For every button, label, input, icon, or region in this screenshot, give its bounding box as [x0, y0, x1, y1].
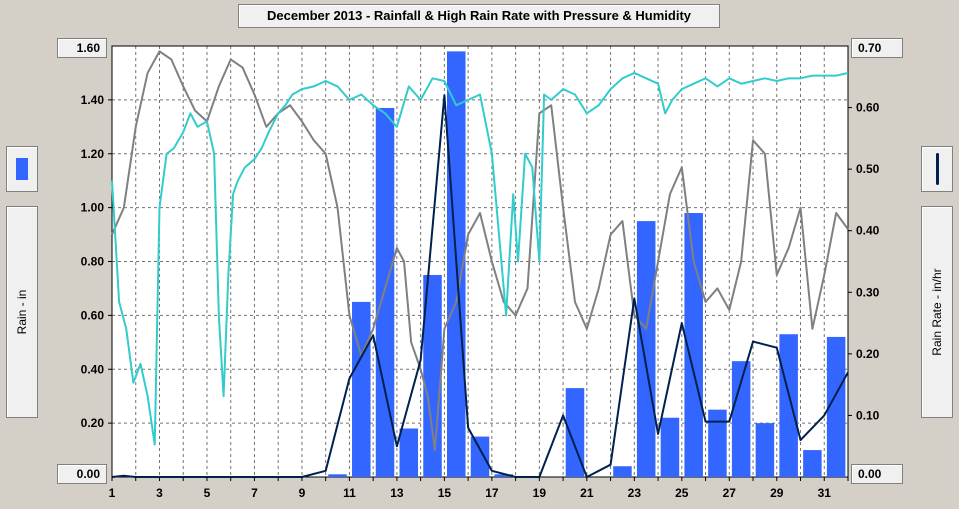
rain-bar — [803, 450, 822, 477]
rain-bar — [731, 361, 751, 477]
x-tick-label: 17 — [485, 486, 499, 500]
x-tick-label: 25 — [675, 486, 689, 500]
rain-bar — [755, 423, 775, 477]
pressure-line — [111, 50, 849, 452]
rain-rate-line — [111, 94, 849, 478]
x-tick-label: 27 — [723, 486, 737, 500]
x-tick-label: 13 — [390, 486, 404, 500]
y-tick-label: 0.80 — [81, 255, 105, 269]
x-tick-label: 19 — [533, 486, 547, 500]
x-tick-label: 3 — [156, 486, 163, 500]
rain-bar — [375, 107, 395, 478]
x-tick-label: 29 — [770, 486, 784, 500]
x-tick-label: 31 — [818, 486, 832, 500]
x-tick-label: 11 — [343, 486, 356, 500]
rain-bar — [708, 409, 727, 477]
series-lines — [111, 50, 849, 478]
x-tick-label: 9 — [299, 486, 306, 500]
rain-bar — [779, 334, 798, 477]
y2-tick-label: 0.40 — [856, 224, 880, 238]
x-tick-label: 15 — [438, 486, 452, 500]
rain-bar — [352, 301, 371, 477]
y-axis-label-box: Rain - in — [6, 206, 38, 418]
chart-title: December 2013 - Rainfall & High Rain Rat… — [238, 4, 720, 28]
x-tick-label: 23 — [628, 486, 642, 500]
y-tick-label: 0.40 — [81, 362, 105, 376]
y2-tick-label: 0.10 — [856, 408, 880, 422]
y2-tick-label: 0.60 — [856, 101, 880, 115]
rain-bar — [470, 436, 490, 477]
y2-tick-label: 0.30 — [856, 285, 880, 299]
x-tick-label: 7 — [251, 486, 258, 500]
x-tick-label: 1 — [109, 486, 116, 500]
y2-axis-label-box: Rain Rate - in/hr — [921, 206, 953, 418]
rain-legend-swatch — [16, 158, 28, 180]
y2-axis-min-box: 0.00 — [851, 464, 903, 484]
y2-tick-label: 0.20 — [856, 347, 880, 361]
y-tick-label: 1.40 — [81, 93, 105, 107]
rate-legend-swatch — [936, 153, 939, 185]
rain-bar — [565, 388, 585, 477]
rain-bar — [328, 474, 347, 477]
rain-bars — [328, 51, 846, 478]
rain-bar — [613, 466, 632, 477]
axis-ticks: 0.20 0.40 0.60 0.80 1.00 1.20 1.40 0.10 0.20 0.30… — [81, 93, 880, 500]
y2-tick-label: 0.50 — [856, 162, 880, 176]
y-tick-label: 1.00 — [81, 201, 105, 215]
rain-bar — [399, 428, 419, 477]
y-tick-label: 0.60 — [81, 308, 105, 322]
rain-bar — [660, 417, 680, 477]
y-axis-min-box: 0.00 — [57, 464, 107, 484]
y-tick-label: 0.20 — [81, 416, 105, 430]
rain-bar — [826, 336, 846, 477]
rain-bar — [636, 221, 656, 477]
y2-axis-max-box: 0.70 — [851, 38, 903, 58]
x-tick-label: 5 — [204, 486, 211, 500]
humidity-line — [111, 71, 849, 446]
y-axis-max-box: 1.60 — [57, 38, 107, 58]
y-tick-label: 1.20 — [81, 147, 105, 161]
rain-bar — [494, 474, 514, 477]
x-tick-label: 21 — [580, 486, 594, 500]
rate-legend-swatch-box — [921, 146, 953, 192]
rain-legend-swatch-box — [6, 146, 38, 192]
